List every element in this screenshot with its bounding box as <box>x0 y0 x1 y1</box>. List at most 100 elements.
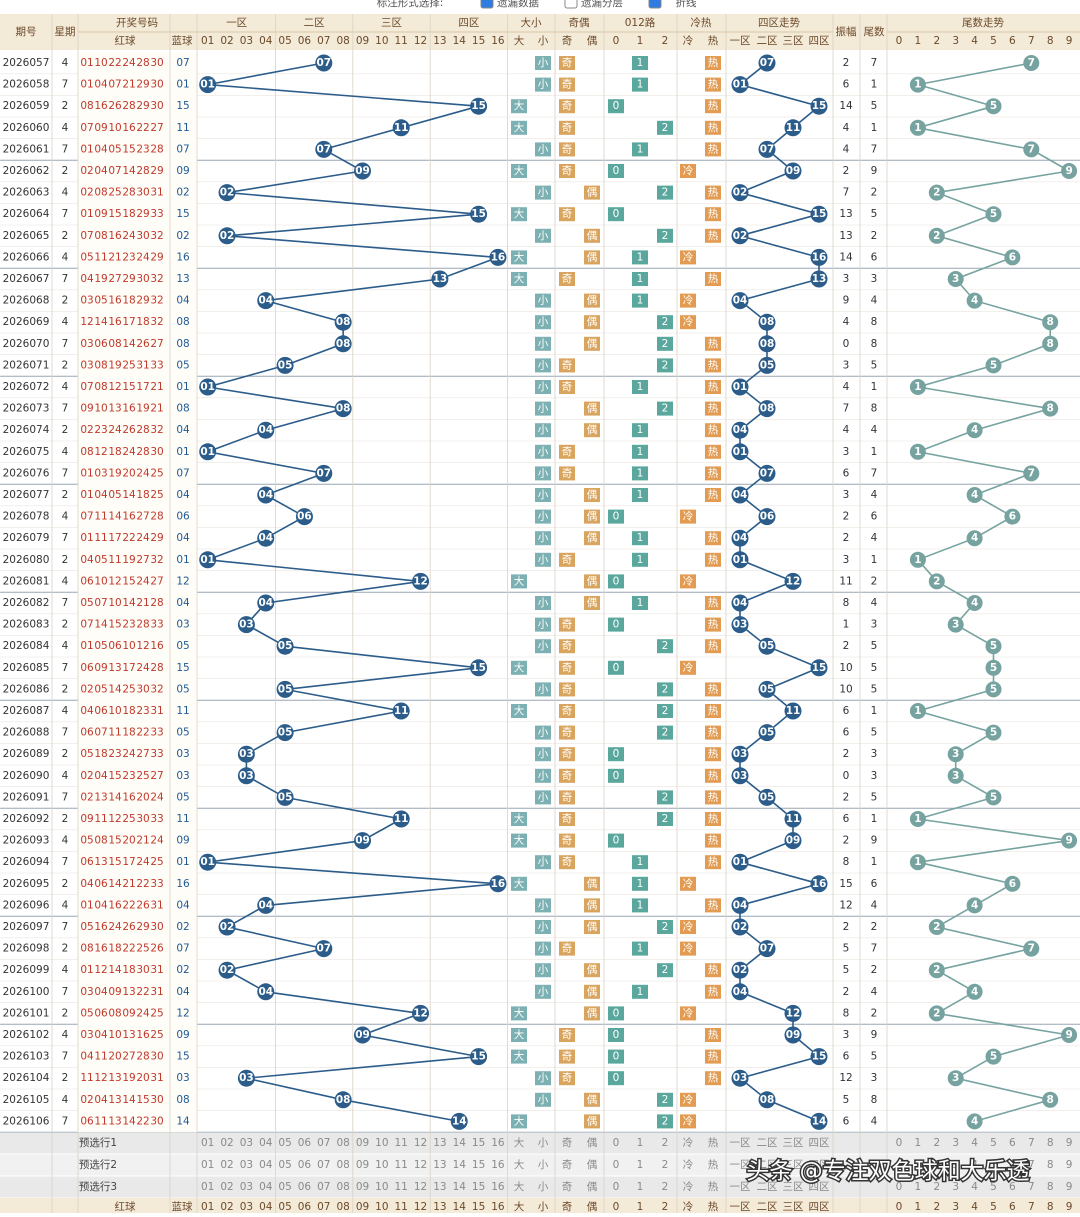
footer-cell[interactable]: 1 <box>637 1181 644 1193</box>
footer-cell[interactable]: 9 <box>1066 1137 1073 1149</box>
footer-cell[interactable]: 1 <box>637 1159 644 1171</box>
footer-cell[interactable]: 10 <box>375 1159 388 1171</box>
footer-cell[interactable]: 7 <box>1028 1137 1035 1149</box>
footer-cell[interactable]: 热 <box>708 1158 719 1171</box>
footer-cell[interactable]: 11 <box>395 1137 408 1149</box>
footer-cell[interactable]: 05 <box>278 1159 291 1171</box>
footer-cell[interactable]: 06 <box>298 1159 312 1171</box>
footer-cell[interactable]: 5 <box>990 1159 997 1171</box>
footer-cell[interactable]: 08 <box>336 1181 349 1193</box>
footer-cell[interactable]: 12 <box>414 1159 427 1171</box>
footer-cell[interactable]: 04 <box>259 1159 273 1171</box>
footer-cell[interactable]: 四区 <box>809 1137 830 1149</box>
footer-cell[interactable]: 大 <box>514 1136 525 1149</box>
footer-cell[interactable]: 09 <box>356 1137 369 1149</box>
footer-cell[interactable]: 16 <box>491 1159 505 1171</box>
footer-cell[interactable]: 4 <box>971 1159 978 1171</box>
footer-cell[interactable]: 02 <box>220 1181 233 1193</box>
footer-cell[interactable]: 一区 <box>730 1159 751 1171</box>
footer-cell[interactable]: 冷 <box>683 1180 694 1193</box>
footer-cell[interactable]: 9 <box>1066 1181 1073 1193</box>
footer-cell[interactable]: 冷 <box>683 1136 694 1149</box>
footer-cell[interactable]: 7 <box>1028 1159 1035 1171</box>
footer-cell[interactable]: 0 <box>613 1181 620 1193</box>
footer-cell[interactable]: 02 <box>220 1159 233 1171</box>
footer-cell[interactable]: 2 <box>662 1181 669 1193</box>
footer-cell[interactable]: 4 <box>971 1181 978 1193</box>
footer-cell[interactable]: 06 <box>298 1181 312 1193</box>
footer-cell[interactable]: 5 <box>990 1181 997 1193</box>
footer-cell[interactable]: 0 <box>896 1181 903 1193</box>
footer-cell[interactable]: 04 <box>259 1181 273 1193</box>
footer-cell[interactable]: 8 <box>1047 1181 1054 1193</box>
footer-cell[interactable]: 05 <box>278 1137 291 1149</box>
footer-cell[interactable]: 2 <box>662 1159 669 1171</box>
footer-cell[interactable]: 奇 <box>562 1136 573 1149</box>
footer-cell[interactable]: 12 <box>414 1137 427 1149</box>
footer-cell[interactable]: 03 <box>240 1137 253 1149</box>
footer-cell[interactable]: 06 <box>298 1137 312 1149</box>
footer-cell[interactable]: 08 <box>336 1159 349 1171</box>
footer-cell[interactable]: 大 <box>514 1158 525 1171</box>
footer-cell[interactable]: 0 <box>896 1137 903 1149</box>
footer-cell[interactable]: 07 <box>317 1137 330 1149</box>
checkbox[interactable] <box>480 0 494 9</box>
footer-cell[interactable]: 2 <box>662 1137 669 1149</box>
footer-cell[interactable]: 2 <box>933 1159 940 1171</box>
footer-cell[interactable]: 14 <box>453 1181 467 1193</box>
footer-cell[interactable]: 15 <box>472 1159 485 1171</box>
footer-cell[interactable]: 05 <box>278 1181 291 1193</box>
footer-cell[interactable]: 03 <box>240 1159 253 1171</box>
footer-cell[interactable]: 01 <box>201 1159 214 1171</box>
footer-cell[interactable]: 8 <box>1047 1159 1054 1171</box>
footer-cell[interactable]: 11 <box>395 1159 408 1171</box>
footer-cell[interactable]: 07 <box>317 1181 330 1193</box>
footer-cell[interactable]: 6 <box>1009 1137 1016 1149</box>
footer-cell[interactable]: 02 <box>220 1137 233 1149</box>
footer-cell[interactable]: 奇 <box>562 1180 573 1193</box>
footer-cell[interactable]: 08 <box>336 1137 349 1149</box>
footer-cell[interactable]: 大 <box>514 1180 525 1193</box>
footer-cell[interactable]: 三区 <box>783 1137 804 1149</box>
footer-cell[interactable]: 1 <box>915 1137 922 1149</box>
footer-cell[interactable]: 3 <box>952 1181 959 1193</box>
checkbox[interactable] <box>564 0 578 9</box>
footer-cell[interactable]: 07 <box>317 1159 330 1171</box>
footer-cell[interactable]: 偶 <box>587 1158 598 1171</box>
footer-cell[interactable]: 小 <box>538 1181 549 1193</box>
footer-cell[interactable]: 冷 <box>683 1158 694 1171</box>
footer-cell[interactable]: 3 <box>952 1159 959 1171</box>
footer-cell[interactable]: 01 <box>201 1181 214 1193</box>
footer-cell[interactable]: 4 <box>971 1137 978 1149</box>
footer-cell[interactable]: 04 <box>259 1137 273 1149</box>
footer-cell[interactable]: 三区 <box>783 1159 804 1171</box>
footer-cell[interactable]: 2 <box>933 1181 940 1193</box>
footer-cell[interactable]: 03 <box>240 1181 253 1193</box>
footer-cell[interactable]: 热 <box>708 1136 719 1149</box>
footer-cell[interactable]: 0 <box>613 1137 620 1149</box>
footer-cell[interactable]: 1 <box>637 1137 644 1149</box>
footer-cell[interactable]: 二区 <box>757 1181 778 1193</box>
footer-cell[interactable]: 13 <box>433 1159 446 1171</box>
footer-cell[interactable]: 3 <box>952 1137 959 1149</box>
footer-cell[interactable]: 一区 <box>730 1137 751 1149</box>
footer-cell[interactable]: 16 <box>491 1137 505 1149</box>
footer-cell[interactable]: 6 <box>1009 1159 1016 1171</box>
footer-cell[interactable]: 14 <box>453 1159 467 1171</box>
footer-cell[interactable]: 奇 <box>562 1158 573 1171</box>
footer-cell[interactable]: 1 <box>915 1159 922 1171</box>
footer-cell[interactable]: 0 <box>613 1159 620 1171</box>
footer-cell[interactable]: 09 <box>356 1159 369 1171</box>
footer-cell[interactable]: 2 <box>933 1137 940 1149</box>
footer-cell[interactable]: 15 <box>472 1181 485 1193</box>
footer-cell[interactable]: 9 <box>1066 1159 1073 1171</box>
footer-cell[interactable]: 三区 <box>783 1181 804 1193</box>
footer-cell[interactable]: 11 <box>395 1181 408 1193</box>
footer-cell[interactable]: 6 <box>1009 1181 1016 1193</box>
footer-cell[interactable]: 7 <box>1028 1181 1035 1193</box>
footer-cell[interactable]: 四区 <box>809 1181 830 1193</box>
footer-cell[interactable]: 09 <box>356 1181 369 1193</box>
footer-cell[interactable]: 10 <box>375 1181 388 1193</box>
footer-cell[interactable]: 5 <box>990 1137 997 1149</box>
footer-cell[interactable]: 二区 <box>757 1159 778 1171</box>
